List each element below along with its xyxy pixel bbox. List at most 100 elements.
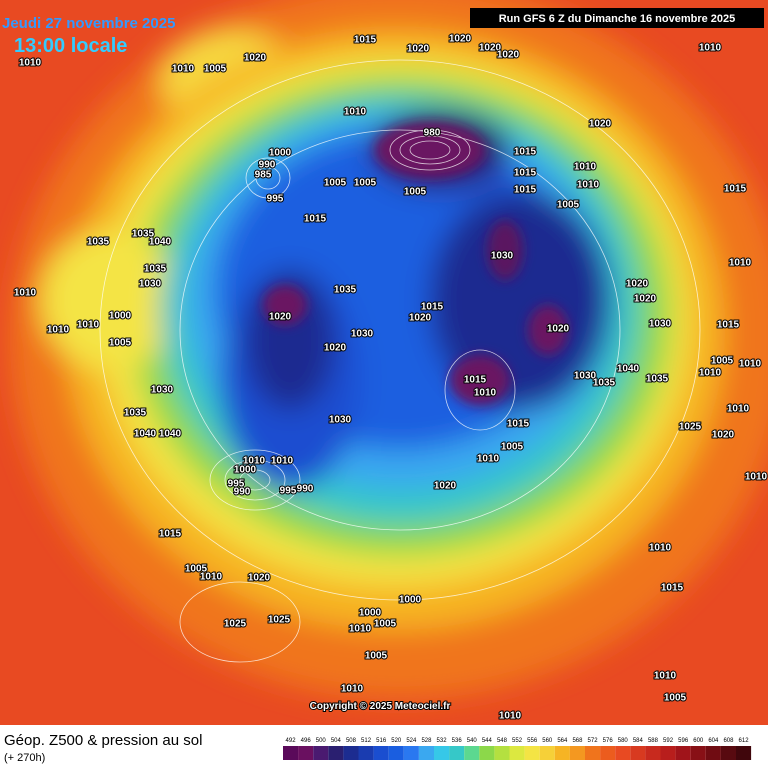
scale-label: 608 bbox=[723, 738, 734, 744]
isobar-label: 1030 bbox=[649, 319, 672, 330]
isobar-label: 1020 bbox=[479, 43, 502, 54]
isobar-label: 1015 bbox=[724, 184, 747, 195]
scale-label: 528 bbox=[421, 738, 432, 744]
scale-label: 560 bbox=[542, 738, 553, 744]
isobar-label: 1015 bbox=[421, 302, 444, 313]
scale-label: 520 bbox=[391, 738, 402, 744]
footer-lead: (+ 270h) bbox=[4, 752, 45, 764]
isobar-label: 1030 bbox=[329, 415, 352, 426]
run-box bbox=[470, 8, 764, 28]
scale-swatch bbox=[494, 746, 510, 760]
isobar-label: 980 bbox=[424, 128, 441, 139]
isobar-label: 1010 bbox=[574, 162, 597, 173]
isobar-label: 995 bbox=[267, 194, 284, 205]
scale-label: 576 bbox=[603, 738, 614, 744]
scale-label: 536 bbox=[452, 738, 463, 744]
isobar-label: 990 bbox=[234, 487, 251, 498]
scale-label: 524 bbox=[406, 738, 417, 744]
scale-label: 600 bbox=[693, 738, 704, 744]
scale-label: 612 bbox=[739, 738, 750, 744]
isobar-label: 1010 bbox=[14, 288, 37, 299]
isobar-label: 1015 bbox=[304, 214, 327, 225]
scale-swatch bbox=[373, 746, 389, 760]
isobar-label: 1040 bbox=[617, 364, 640, 375]
low-cores bbox=[263, 122, 568, 405]
scale-swatch bbox=[630, 746, 646, 760]
scale-label: 568 bbox=[572, 738, 583, 744]
isobar-label: 1020 bbox=[497, 50, 520, 61]
scale-swatch bbox=[539, 746, 555, 760]
scale-swatch bbox=[434, 746, 450, 760]
isobar-label: 1020 bbox=[626, 279, 649, 290]
isobar-label: 1010 bbox=[699, 368, 722, 379]
isobar-label: 1035 bbox=[334, 285, 357, 296]
scale-swatch bbox=[449, 746, 465, 760]
footer-title: Géop. Z500 & pression au sol bbox=[4, 732, 202, 749]
scale-label: 584 bbox=[633, 738, 644, 744]
isobar-label: 1010 bbox=[499, 711, 522, 722]
isobar-label: 1010 bbox=[77, 320, 100, 331]
isobar-label: 1010 bbox=[739, 359, 762, 370]
isobar-label: 1020 bbox=[712, 430, 735, 441]
isobar-label: 1015 bbox=[354, 35, 377, 46]
isobar-label: 1000 bbox=[269, 148, 292, 159]
isobar-label: 1035 bbox=[593, 378, 616, 389]
isobar-label: 1000 bbox=[234, 465, 257, 476]
isobar-label: 1010 bbox=[699, 43, 722, 54]
isobar-label: 1030 bbox=[351, 329, 374, 340]
isobar-label: 1035 bbox=[646, 374, 669, 385]
color-scale: 492 496 500 504 508 512 516 520 524 528 532 536 540 5… bbox=[283, 738, 752, 760]
isobar-label: 985 bbox=[255, 170, 272, 181]
isobar-label: 1020 bbox=[434, 481, 457, 492]
isobar-label: 1010 bbox=[47, 325, 70, 336]
isobar-label: 1030 bbox=[139, 279, 162, 290]
scale-label: 508 bbox=[346, 738, 357, 744]
isobar-label: 1025 bbox=[224, 619, 247, 630]
isobar-label: 1010 bbox=[19, 58, 42, 69]
scale-swatch bbox=[509, 746, 525, 760]
isobar-label: 1040 bbox=[134, 429, 157, 440]
scale-swatch bbox=[328, 746, 344, 760]
isobar-label: 1020 bbox=[324, 343, 347, 354]
scale-swatch bbox=[615, 746, 631, 760]
isobars bbox=[99, 59, 701, 663]
scale-swatch bbox=[720, 746, 736, 760]
isobar-label: 1005 bbox=[501, 442, 524, 453]
valid-date: Jeudi 27 novembre 2025 bbox=[2, 15, 175, 32]
isobar-label: 1005 bbox=[109, 338, 132, 349]
isobar-label: 1015 bbox=[717, 320, 740, 331]
scale-swatch bbox=[569, 746, 585, 760]
isobar-label: 1020 bbox=[634, 294, 657, 305]
isobar-label: 1010 bbox=[649, 543, 672, 554]
isobar-label: 1025 bbox=[679, 422, 702, 433]
isobar-label: 1000 bbox=[399, 595, 422, 606]
scale-label: 556 bbox=[527, 738, 538, 744]
isobar-label: 1015 bbox=[514, 185, 537, 196]
isobar-label: 1035 bbox=[144, 264, 167, 275]
local-time: 13:00 locale bbox=[14, 35, 127, 57]
scale-swatch bbox=[403, 746, 419, 760]
scale-label: 500 bbox=[316, 738, 327, 744]
scale-swatch bbox=[705, 746, 721, 760]
isobar-label: 1000 bbox=[109, 311, 132, 322]
isobar-label: 1005 bbox=[185, 564, 208, 575]
scale-swatch bbox=[283, 746, 299, 760]
scale-swatch bbox=[343, 746, 359, 760]
scale-label: 548 bbox=[497, 738, 508, 744]
isobar-label: 1005 bbox=[557, 200, 580, 211]
isobar-label: 1020 bbox=[244, 53, 267, 64]
scale-label: 532 bbox=[437, 738, 448, 744]
isobar-label: 1015 bbox=[464, 375, 487, 386]
scale-swatch bbox=[585, 746, 601, 760]
isobar-label: 1010 bbox=[243, 456, 266, 467]
isobar-label: 1020 bbox=[547, 324, 570, 335]
scale-label: 580 bbox=[618, 738, 629, 744]
isobar-label: 1010 bbox=[271, 456, 294, 467]
scale-label: 552 bbox=[512, 738, 523, 744]
isobar-label: 1015 bbox=[514, 147, 537, 158]
isobar-label: 995 bbox=[228, 479, 245, 490]
scale-swatch bbox=[298, 746, 314, 760]
isobar-label: 1010 bbox=[200, 572, 223, 583]
scale-swatch bbox=[736, 746, 752, 760]
isobar-label: 1010 bbox=[172, 64, 195, 75]
